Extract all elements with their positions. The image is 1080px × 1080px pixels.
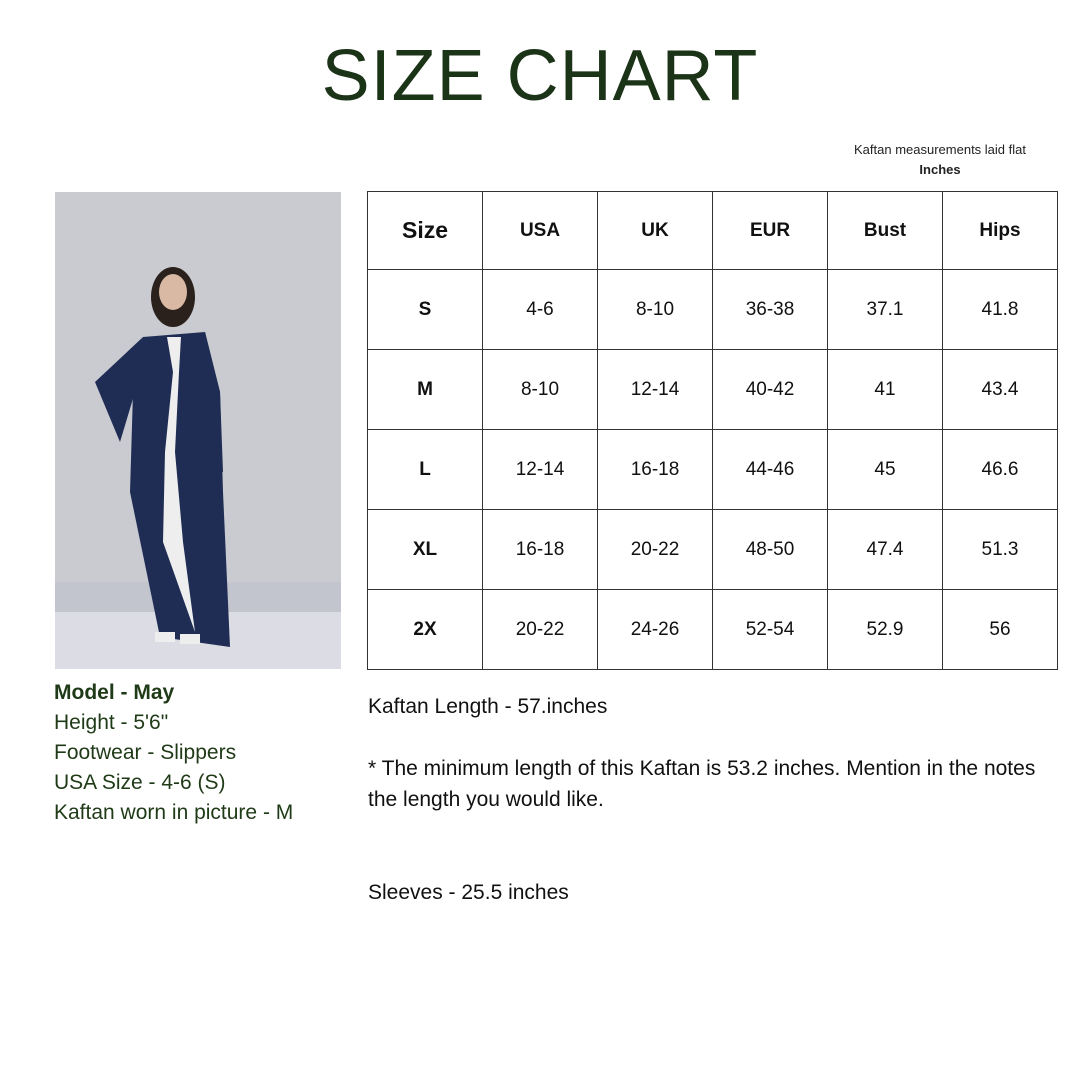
header-eur: EUR (712, 191, 828, 270)
cell-size: 2X (367, 589, 483, 670)
cell-uk: 8-10 (597, 269, 713, 350)
model-name: Model - May (54, 681, 175, 704)
cell-bust: 52.9 (827, 589, 943, 670)
page-title: SIZE CHART (321, 36, 759, 116)
model-info: Model - May Height - 5'6" Footwear - Sli… (54, 678, 293, 828)
header-usa: USA (482, 191, 598, 270)
header-uk: UK (597, 191, 713, 270)
cell-eur: 36-38 (712, 269, 828, 350)
cell-uk: 12-14 (597, 349, 713, 430)
note-line: Kaftan measurements laid flat (854, 142, 1026, 157)
model-footwear: Footwear - Slippers (54, 741, 237, 764)
table-header-row: Size USA UK EUR Bust Hips (367, 191, 1058, 270)
cell-size: XL (367, 509, 483, 590)
table-row: L 12-14 16-18 44-46 45 46.6 (367, 429, 1058, 510)
model-kaftan-size: Kaftan worn in picture - M (54, 801, 294, 824)
cell-uk: 20-22 (597, 509, 713, 590)
minimum-length-note: * The minimum length of this Kaftan is 5… (368, 757, 1036, 811)
kaftan-length: Kaftan Length - 57.inches (368, 695, 608, 718)
size-table: Size USA UK EUR Bust Hips S 4-6 8-10 36-38 3… (367, 191, 1058, 670)
cell-bust: 41 (827, 349, 943, 430)
cell-eur: 52-54 (712, 589, 828, 670)
cell-eur: 48-50 (712, 509, 828, 590)
model-usa-size: USA Size - 4-6 (S) (54, 771, 226, 794)
cell-usa: 12-14 (482, 429, 598, 510)
cell-hips: 46.6 (942, 429, 1058, 510)
cell-hips: 51.3 (942, 509, 1058, 590)
model-photo (55, 192, 341, 669)
cell-hips: 43.4 (942, 349, 1058, 430)
cell-size: L (367, 429, 483, 510)
header-bust: Bust (827, 191, 943, 270)
cell-hips: 41.8 (942, 269, 1058, 350)
header-hips: Hips (942, 191, 1058, 270)
header-size: Size (367, 191, 483, 270)
cell-bust: 47.4 (827, 509, 943, 590)
table-row: S 4-6 8-10 36-38 37.1 41.8 (367, 269, 1058, 350)
measurement-note: Kaftan measurements laid flat Inches (820, 140, 1060, 180)
cell-usa: 8-10 (482, 349, 598, 430)
table-row: M 8-10 12-14 40-42 41 43.4 (367, 349, 1058, 430)
cell-bust: 45 (827, 429, 943, 510)
cell-hips: 56 (942, 589, 1058, 670)
sleeves-length: Sleeves - 25.5 inches (368, 881, 569, 904)
unit-label: Inches (919, 162, 961, 177)
cell-size: S (367, 269, 483, 350)
table-row: XL 16-18 20-22 48-50 47.4 51.3 (367, 509, 1058, 590)
model-height: Height - 5'6" (54, 711, 169, 734)
cell-usa: 16-18 (482, 509, 598, 590)
cell-eur: 40-42 (712, 349, 828, 430)
cell-uk: 16-18 (597, 429, 713, 510)
cell-size: M (367, 349, 483, 430)
cell-uk: 24-26 (597, 589, 713, 670)
cell-usa: 4-6 (482, 269, 598, 350)
cell-bust: 37.1 (827, 269, 943, 350)
cell-usa: 20-22 (482, 589, 598, 670)
table-row: 2X 20-22 24-26 52-54 52.9 56 (367, 589, 1058, 670)
cell-eur: 44-46 (712, 429, 828, 510)
